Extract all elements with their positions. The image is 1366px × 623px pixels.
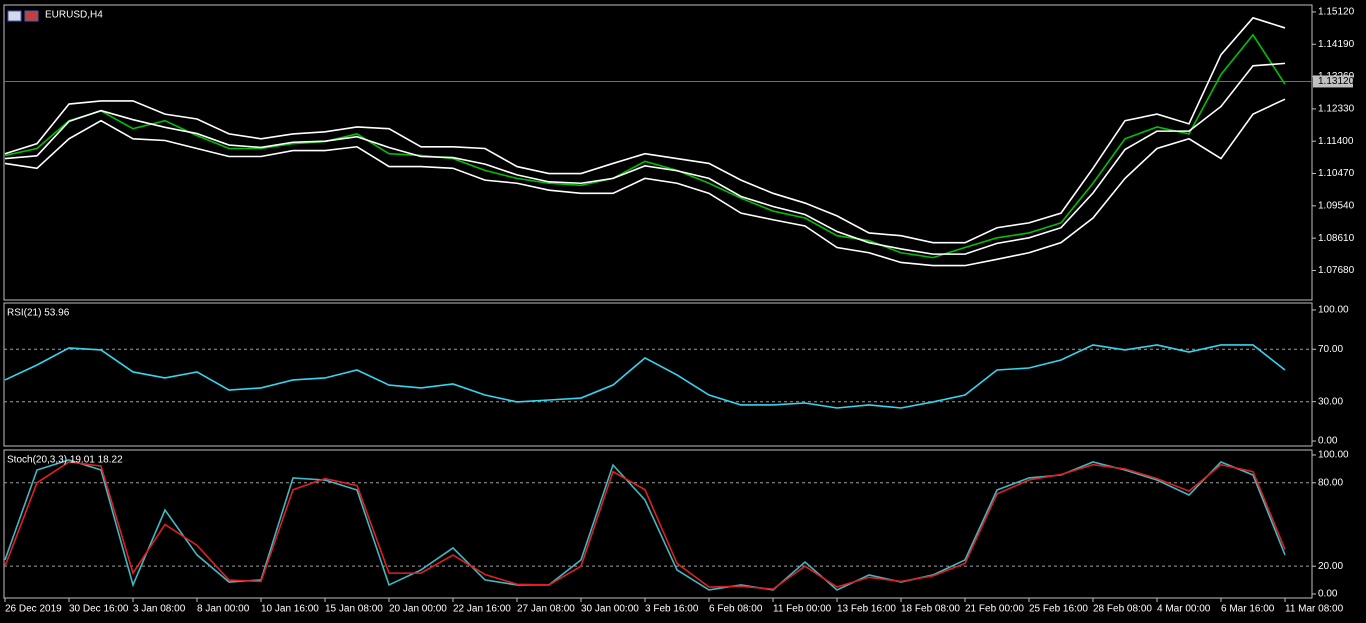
x-tick-label: 25 Feb 16:00 <box>1029 604 1088 615</box>
y-tick-label: 1.07680 <box>1318 265 1355 276</box>
x-tick-label: 6 Feb 08:00 <box>709 604 763 615</box>
series-line <box>4 459 1286 591</box>
x-tick-label: 26 Dec 2019 <box>5 604 62 615</box>
x-tick-label: 18 Feb 08:00 <box>901 604 960 615</box>
symbol-icon <box>24 10 39 22</box>
x-tick-label: 15 Jan 08:00 <box>325 604 383 615</box>
x-tick-label: 13 Feb 16:00 <box>837 604 896 615</box>
x-tick-label: 11 Feb 00:00 <box>773 604 832 615</box>
series-line <box>4 33 1286 259</box>
x-tick-label: 10 Jan 16:00 <box>261 604 319 615</box>
y-tick-label: 1.11400 <box>1318 136 1354 147</box>
y-tick-label: 1.12330 <box>1318 104 1355 115</box>
series-line <box>4 16 1286 244</box>
x-tick-label: 20 Jan 00:00 <box>389 604 447 615</box>
x-tick-label: 4 Mar 00:00 <box>1157 604 1211 615</box>
y-tick-label: 1.15120 <box>1318 7 1355 18</box>
window-icon <box>7 10 22 22</box>
panel-title: EURUSD,H4 <box>45 10 103 21</box>
x-tick-label: 22 Jan 16:00 <box>453 604 511 615</box>
y-tick-label: 20.00 <box>1318 561 1343 572</box>
panel-frame <box>3 449 1313 599</box>
y-tick-label: 1.10470 <box>1318 168 1355 179</box>
series-line <box>4 344 1286 409</box>
series-line <box>4 98 1286 267</box>
x-tick-label: 30 Jan 00:00 <box>581 604 639 615</box>
y-tick-label: 100.00 <box>1318 450 1349 461</box>
series-line <box>4 62 1286 255</box>
x-tick-label: 6 Mar 16:00 <box>1221 604 1275 615</box>
panel-frame <box>3 302 1313 447</box>
y-tick-label: 1.08610 <box>1318 233 1355 244</box>
x-tick-label: 3 Jan 08:00 <box>133 604 186 615</box>
price-tag <box>1313 75 1353 88</box>
x-tick-label: 27 Jan 08:00 <box>517 604 575 615</box>
price-tag-label: 1.13120 <box>1318 76 1355 87</box>
x-tick-label: 30 Dec 16:00 <box>69 604 129 615</box>
panel-title: RSI(21) 53.96 <box>7 308 70 319</box>
y-tick-label: 30.00 <box>1318 396 1343 407</box>
y-tick-label: 80.00 <box>1318 477 1343 488</box>
x-tick-label: 11 Mar 08:00 <box>1285 604 1344 615</box>
series-line <box>4 461 1286 590</box>
x-tick-label: 21 Feb 00:00 <box>965 604 1024 615</box>
y-tick-label: 1.09540 <box>1318 200 1355 211</box>
x-tick-label: 28 Feb 08:00 <box>1093 604 1152 615</box>
panel-frame <box>3 4 1313 301</box>
y-tick-label: 70.00 <box>1318 344 1343 355</box>
y-tick-label: 1.14190 <box>1318 39 1355 50</box>
y-tick-label: 0.00 <box>1318 436 1338 447</box>
x-tick-label: 3 Feb 16:00 <box>645 604 699 615</box>
x-tick-label: 8 Jan 00:00 <box>197 604 250 615</box>
y-tick-label: 100.00 <box>1318 305 1349 316</box>
panel-title: Stoch(20,3,3) 19.01 18.22 <box>7 455 123 466</box>
y-tick-label: 0.00 <box>1318 589 1338 600</box>
